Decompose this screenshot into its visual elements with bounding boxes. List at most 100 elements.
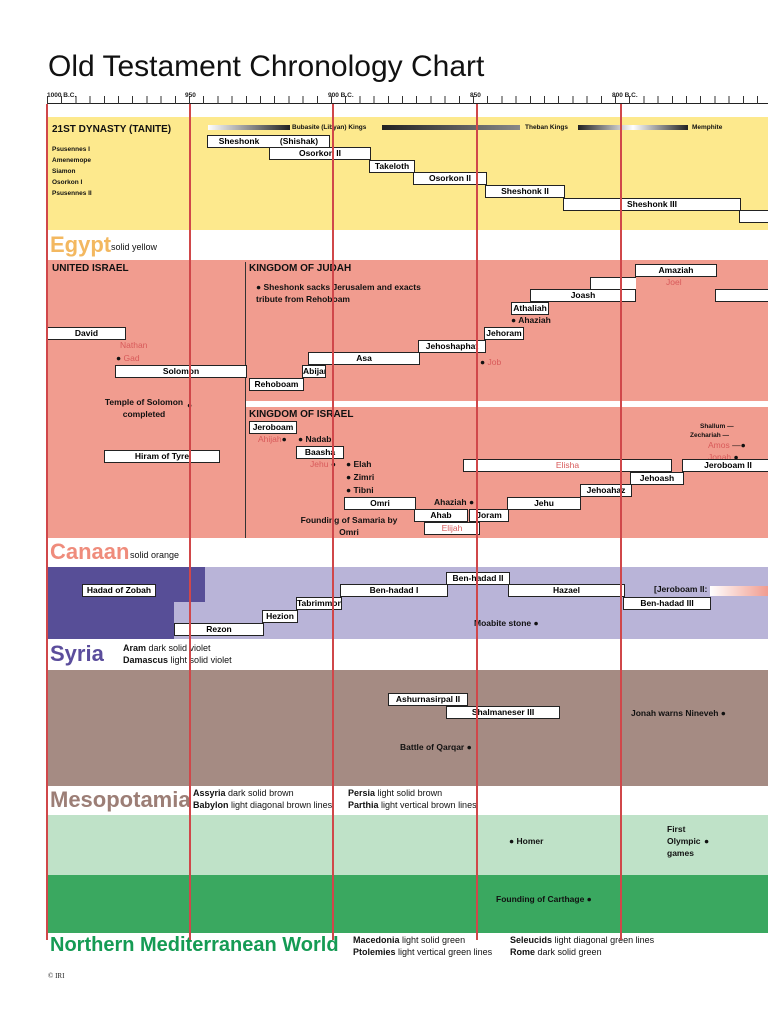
date-line-1000 <box>46 104 48 940</box>
olympic-dot: ● <box>704 836 710 846</box>
king-baasha: Baasha <box>296 446 344 459</box>
ruler-sheshonk-ii: Sheshonk II <box>485 185 565 198</box>
canaan-region-label: Canaan <box>50 539 130 564</box>
prophet-gad: ● Gad <box>116 353 140 363</box>
king-tabrimmon: Tabrimmon <box>296 597 342 610</box>
tick-label-950: 950 <box>185 92 196 99</box>
egypt-dynasty-king: Psusennes II <box>52 190 92 197</box>
olympic-event: First Olympic games <box>667 824 701 858</box>
king-jehoshaphat: Jehoshaphat <box>418 340 486 353</box>
egypt-dynasty-king: Psusennes I <box>52 146 90 153</box>
egypt-dynasty-king: Osorkon I <box>52 179 83 186</box>
date-line-850 <box>476 104 478 940</box>
meso-legend-parthia: Parthia light vertical brown lines <box>348 800 477 810</box>
king-zechariah: Zechariah — <box>690 432 730 439</box>
king-ahab: Ahab <box>414 509 468 522</box>
sheshonk-event: ● Sheshonk sacks Jerusalem and exacts tr… <box>256 282 421 304</box>
med-light-band <box>47 815 768 875</box>
ruler-takeloth: Takeloth <box>369 160 415 173</box>
egypt-region-label: Egypt <box>50 232 112 257</box>
king-jeroboam-ii: Jeroboam II <box>682 459 768 472</box>
king-ben-hadad-i: Ben-hadad I <box>340 584 448 597</box>
king-jeroboam: Jeroboam <box>249 421 297 434</box>
prophet-elijah: Elijah <box>424 522 480 535</box>
united-israel-header: UNITED ISRAEL <box>52 263 129 274</box>
bubasite-bar-2 <box>382 125 520 130</box>
king-zimri: ● Zimri <box>346 472 375 482</box>
carthage-event: Founding of Carthage ● <box>496 894 592 904</box>
theban-bar <box>578 125 688 130</box>
king-hezion: Hezion <box>262 610 298 623</box>
ruler-osorkon-ii: Osorkon II <box>269 147 371 160</box>
jonah-warns-nineveh: Jonah warns Nineveh ● <box>631 708 726 718</box>
tick-label-800: 800 B.C. <box>612 92 638 99</box>
king-ahaziah-j: ● Ahaziah <box>511 315 551 325</box>
med-legend-seleucids: Seleucids light diagonal green lines <box>510 935 655 945</box>
king-rezon: Rezon <box>174 623 264 636</box>
tick-label-1000: 1000 B.C. <box>47 92 77 99</box>
med-legend-ptolemies: Ptolemies light vertical green lines <box>353 947 493 957</box>
king-asa: Asa <box>308 352 420 365</box>
ruler-sheshonk-iii: Sheshonk III <box>563 198 741 211</box>
temple-event: Temple of Solomon completed <box>104 397 184 419</box>
king-david: David <box>47 327 126 340</box>
homer-event: ● Homer <box>509 836 544 846</box>
date-line-800 <box>620 104 622 940</box>
king-elah: ● Elah <box>346 459 372 469</box>
king-next <box>715 289 768 302</box>
king-shallum: Shallum — <box>700 423 734 430</box>
ruler-sheshonk: Sheshonk <box>207 135 271 148</box>
king-joram: Joram <box>469 509 509 522</box>
syria-region-label: Syria <box>50 641 104 666</box>
med-region-label: Northern Mediterranean World <box>50 934 339 956</box>
king-abijam: Abijam <box>302 365 326 378</box>
syria-legend-damascus: Damascus light solid violet <box>123 655 232 665</box>
judah-header: KINGDOM OF JUDAH <box>249 263 352 274</box>
date-line-950 <box>189 104 191 940</box>
king-joash: Joash <box>530 289 636 302</box>
meso-legend-persia: Persia light solid brown <box>348 788 443 798</box>
meso-legend-babylon: Babylon light diagonal brown lines <box>193 800 333 810</box>
king-hiram: Hiram of Tyre <box>104 450 220 463</box>
israel-subband <box>246 401 768 407</box>
jeroboam-note: [Jeroboam II: <box>654 584 708 594</box>
king-ashurnasirpal: Ashurnasirpal II <box>388 693 468 706</box>
moabite-event: Moabite stone ● <box>474 618 539 628</box>
copyright: © IRI <box>48 972 65 980</box>
prophet-nathan: Nathan <box>120 340 148 350</box>
king-ahaziah-i: Ahaziah ● <box>434 497 475 507</box>
king-hadad: Hadad of Zobah <box>82 584 156 597</box>
date-line-900 <box>332 104 334 940</box>
king-jehoash: Jehoash <box>630 472 684 485</box>
aram-dark-block-2 <box>47 602 174 639</box>
canaan-band <box>47 260 768 538</box>
mesopotamia-region-label: Mesopotamia <box>50 787 191 812</box>
egypt-dynasty-header: 21ST DYNASTY (TANITE) <box>52 124 172 135</box>
king-jehoram: Jehoram <box>484 327 524 340</box>
king-jehu: Jehu <box>507 497 581 510</box>
king-amaziah: Amaziah <box>635 264 717 277</box>
prophet-amos: Amos —● <box>708 440 746 450</box>
ruler-osorkon-ii-b: Osorkon II <box>413 172 487 185</box>
king-jehoahaz: Jehoahaz <box>580 484 632 497</box>
king-ben-hadad-iii: Ben-hadad III <box>623 597 711 610</box>
canaan-region-note: solid orange <box>130 550 180 560</box>
prophet-elisha: Elisha <box>463 459 672 472</box>
king-ben-hadad-ii: Ben-hadad II <box>446 572 510 585</box>
king-athaliah: Athaliah <box>511 302 549 315</box>
egypt-dynasty-king: Siamon <box>52 168 76 175</box>
egypt-region-note: solid yellow <box>111 242 158 252</box>
med-dark-band <box>47 875 768 933</box>
med-legend-macedonia: Macedonia light solid green <box>353 935 466 945</box>
memphite-label: Memphite <box>692 124 723 131</box>
judah-divider <box>245 262 246 538</box>
bubasite-label: Bubasite (Libyan) Kings <box>292 124 367 131</box>
syria-legend-aram: Aram dark solid violet <box>123 643 211 653</box>
tick-label-850: 850 <box>470 92 481 99</box>
egypt-dynasty-king: Amenemope <box>52 157 92 164</box>
theban-label: Theban Kings <box>525 124 568 131</box>
mesopotamia-band <box>47 670 768 786</box>
med-legend-rome: Rome dark solid green <box>510 947 602 957</box>
king-nadab: ● Nadab <box>298 434 332 444</box>
prophet-job: ● Job <box>480 357 502 367</box>
